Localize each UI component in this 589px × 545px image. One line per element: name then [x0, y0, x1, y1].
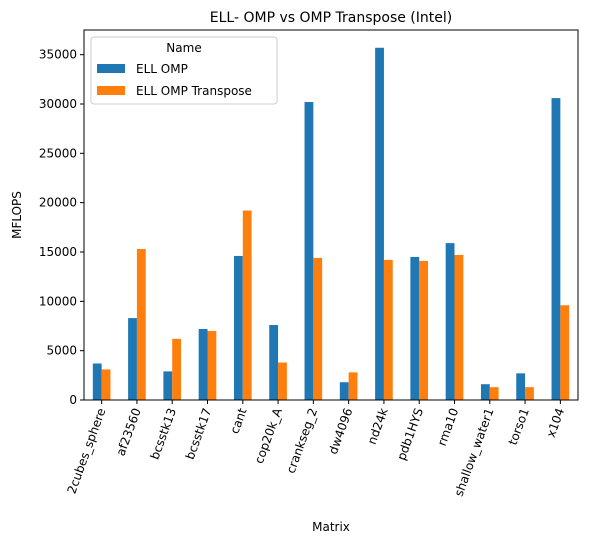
x-tick-label-x104: x104: [544, 406, 567, 439]
bar-ell-omp-torso1: [516, 373, 526, 400]
x-tick-label-pdb1hys: pdb1HYS: [394, 406, 426, 462]
bar-ell-omp-transpose-cant: [242, 210, 252, 400]
bar-ell-omp-pdb1hys: [410, 256, 420, 400]
x-axis-label: Matrix: [312, 520, 350, 534]
y-tick-label: 10000: [39, 294, 77, 308]
x-tick-label-torso1: torso1: [506, 406, 532, 447]
bar-ell-omp-nd24k: [375, 47, 384, 400]
x-axis: 2cubes_sphere af23560 bcsstk13 bcsstk17 cant…: [65, 400, 567, 498]
bar-ell-omp-crankseg-2: [304, 102, 314, 400]
bar-ell-omp-transpose-crankseg-2: [313, 257, 323, 400]
x-tick-label-shallow-water1: shallow_water1: [452, 406, 497, 498]
bar-ell-omp-transpose-af23560: [136, 249, 146, 400]
x-tick-label-cant: cant: [227, 406, 249, 436]
legend-swatch-ell-omp: [97, 64, 125, 73]
legend-label-ell-omp-transpose: ELL OMP Transpose: [136, 84, 252, 98]
y-tick-label: 5000: [46, 344, 77, 358]
legend-title: Name: [166, 41, 201, 55]
bar-ell-omp-bcsstk13: [163, 371, 173, 400]
bar-ell-omp-rma10: [445, 243, 455, 400]
plot-frame: [83, 29, 579, 401]
bar-ell-omp-transpose-torso1: [525, 387, 534, 400]
y-tick-label: 35000: [39, 48, 77, 62]
y-tick-label: 15000: [39, 245, 77, 259]
chart-title: ELL- OMP vs OMP Transpose (Intel): [210, 10, 452, 26]
y-tick-label: 0: [69, 393, 77, 407]
y-tick-label: 20000: [39, 196, 77, 210]
x-tick-label-dw4096: dw4096: [326, 406, 356, 456]
bar-ell-omp-transpose-nd24k: [383, 259, 393, 400]
bar-ell-omp-af23560: [128, 318, 137, 400]
bar-ell-omp-transpose-bcsstk17: [207, 330, 217, 400]
x-tick-label-cop20k-a: cop20k_A: [252, 405, 285, 465]
y-tick-label: 30000: [39, 97, 77, 111]
bar-ell-omp-transpose-2cubes-sphere: [101, 369, 111, 400]
y-tick-label: 25000: [39, 146, 77, 160]
bar-ell-omp-transpose-pdb1hys: [419, 260, 429, 400]
bar-ell-omp-dw4096: [339, 382, 349, 400]
bar-ell-omp-cant: [233, 255, 243, 400]
bar-ell-omp-shallow-water1: [480, 384, 490, 400]
bar-ell-omp-cop20k-a: [269, 325, 279, 400]
legend-label-ell-omp: ELL OMP: [136, 62, 188, 76]
bar-ell-omp-transpose-dw4096: [348, 372, 358, 400]
legend: Name ELL OMP ELL OMP Transpose: [90, 36, 278, 105]
x-tick-label-bcsstk13: bcsstk13: [148, 406, 180, 461]
x-tick-label-nd24k: nd24k: [365, 406, 391, 446]
bar-ell-omp-bcsstk17: [198, 328, 208, 400]
y-axis: 0 5000 10000 15000 20000 25000 30000 35000: [39, 48, 84, 407]
x-tick-label-crankseg-2: crankseg_2: [284, 406, 321, 475]
x-tick-label-bcsstk17: bcsstk17: [183, 406, 215, 461]
bar-ell-omp-transpose-shallow-water1: [489, 387, 499, 400]
x-tick-label-af23560: af23560: [114, 406, 144, 458]
x-tick-label-rma10: rma10: [435, 406, 462, 447]
bar-ell-omp-transpose-cop20k-a: [278, 362, 287, 400]
bar-ell-omp-2cubes-sphere: [92, 363, 102, 400]
plot-bars: [92, 47, 570, 400]
bar-ell-omp-transpose-bcsstk13: [172, 338, 182, 400]
legend-box: [90, 36, 278, 105]
legend-swatch-ell-omp-transpose: [97, 86, 125, 95]
bar-ell-omp-x104: [551, 98, 561, 400]
bar-ell-omp-transpose-rma10: [454, 254, 464, 400]
x-tick-label-2cubes-sphere: 2cubes_sphere: [65, 406, 109, 495]
bar-ell-omp-transpose-x104: [560, 305, 570, 400]
y-axis-label: MFLOPS: [10, 191, 24, 239]
